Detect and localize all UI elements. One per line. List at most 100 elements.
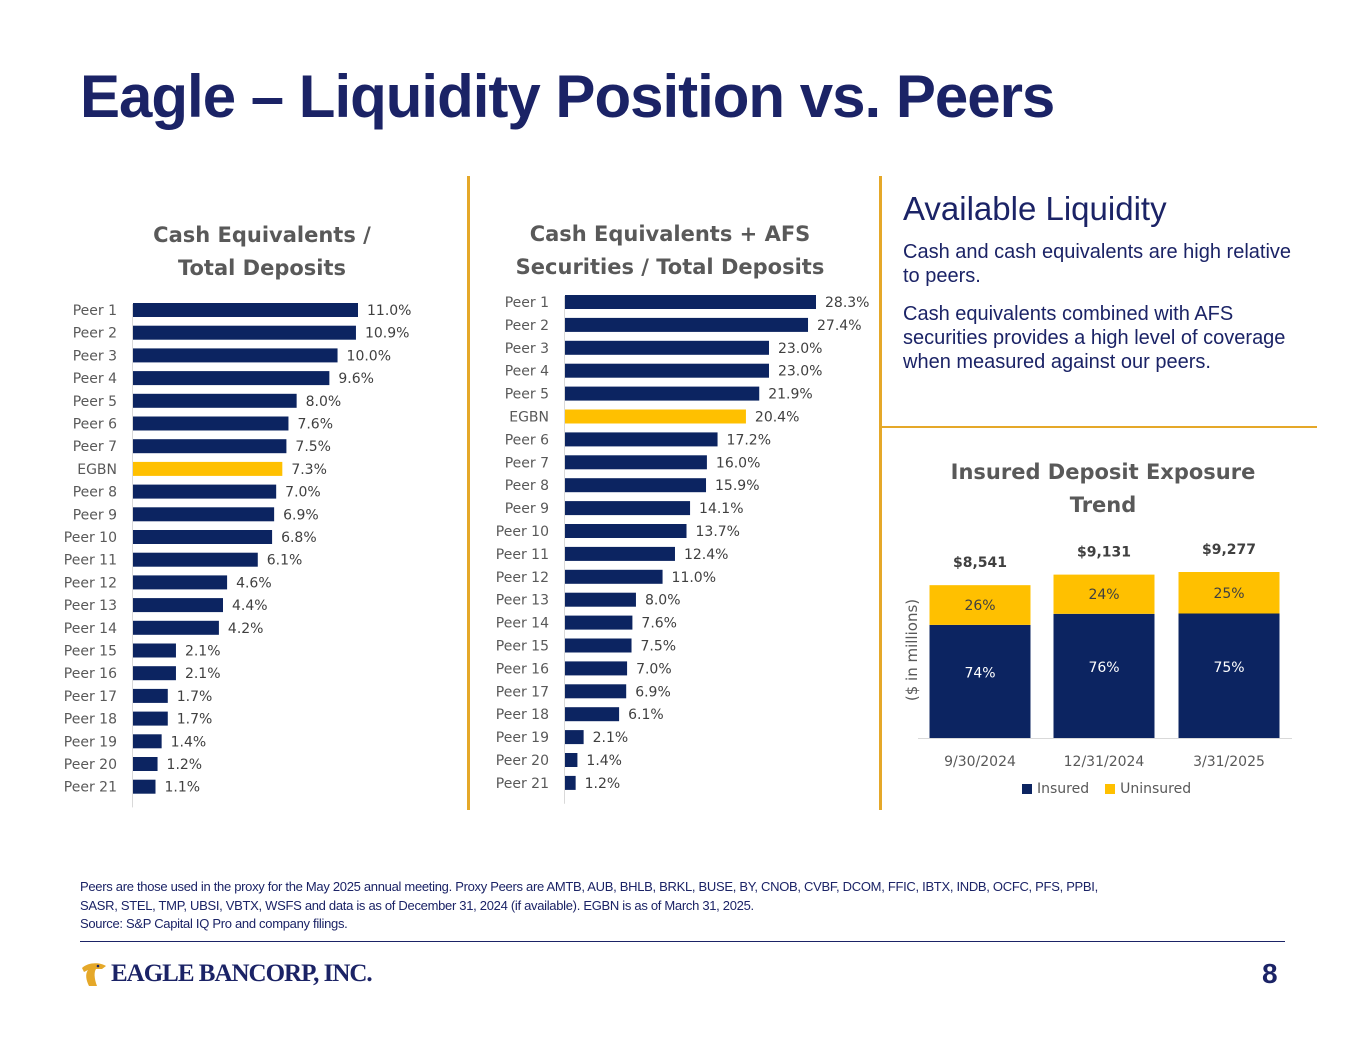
- chart2-value-label: 21.9%: [768, 387, 812, 403]
- chart2-value-label: 16.0%: [716, 455, 760, 471]
- chart3-total-label: $9,277: [1202, 542, 1256, 558]
- chart1-value-label: 6.8%: [281, 530, 317, 546]
- chart2-value-label: 1.4%: [586, 753, 622, 769]
- chart2-category-label: Peer 4: [505, 364, 549, 380]
- chart2-value-label: 20.4%: [755, 410, 799, 426]
- chart1-category-label: Peer 2: [73, 326, 117, 342]
- chart3-bar-insured: [1178, 613, 1280, 738]
- chart1-value-label: 1.2%: [167, 757, 203, 773]
- footnote-line: Peers are those used in the proxy for th…: [80, 879, 1098, 894]
- chart1-category-label: Peer 19: [64, 734, 117, 750]
- chart2-value-label: 7.0%: [636, 661, 672, 677]
- chart2-title-line: Cash Equivalents + AFS: [529, 222, 811, 246]
- footnote-line: Source: S&P Capital IQ Pro and company f…: [80, 916, 348, 931]
- chart1-bar: [133, 620, 219, 635]
- chart1-bar: [133, 575, 228, 590]
- chart3-insured-label: 76%: [1088, 660, 1119, 676]
- chart2-value-label: 2.1%: [593, 730, 629, 746]
- chart2-value-label: 11.0%: [672, 570, 716, 586]
- chart1-category-label: Peer 8: [73, 485, 117, 501]
- chart1-value-label: 2.1%: [185, 666, 221, 682]
- eagle-head-icon: [82, 963, 106, 986]
- chart1-category-label: Peer 14: [64, 621, 117, 637]
- company-logo: EAGLE BANCORP, INC.: [80, 960, 373, 988]
- chart3-title-line: Trend: [1069, 493, 1137, 517]
- chart2-category-label: Peer 19: [496, 730, 549, 746]
- chart3-title-line: Insured Deposit Exposure: [950, 460, 1256, 484]
- chart1-category-label: Peer 5: [73, 394, 117, 410]
- chart2-bar: [565, 363, 769, 378]
- chart2-bar: [565, 707, 620, 722]
- chart1-category-label: Peer 10: [64, 530, 117, 546]
- chart3-legend: Insured Uninsured: [1022, 781, 1207, 797]
- chart2-value-label: 6.9%: [635, 684, 671, 700]
- chart3-uninsured-label: 26%: [964, 598, 995, 614]
- chart2-bar: [565, 317, 809, 332]
- chart2-bar: [565, 546, 675, 561]
- legend-swatch-insured: [1022, 784, 1032, 794]
- chart2-value-label: 14.1%: [699, 501, 743, 517]
- chart3-total-label: $9,131: [1077, 545, 1131, 561]
- chart1-category-label: Peer 18: [64, 712, 117, 728]
- chart2-category-label: Peer 17: [496, 684, 549, 700]
- chart2-value-label: 6.1%: [628, 707, 664, 723]
- chart1-category-label: Peer 16: [64, 666, 117, 682]
- chart2-category-label: Peer 15: [496, 639, 549, 655]
- chart2-bar: [565, 638, 632, 653]
- chart2-category-label: Peer 18: [496, 707, 549, 723]
- page-title: Eagle – Liquidity Position vs. Peers: [80, 63, 1055, 130]
- chart1-value-label: 10.9%: [365, 326, 409, 342]
- panel-heading: Available Liquidity: [903, 190, 1167, 227]
- chart1-title-line: Total Deposits: [177, 256, 347, 280]
- chart2-bar: [565, 592, 636, 607]
- chart2-bar: [565, 684, 627, 699]
- footer-divider: [80, 941, 1285, 942]
- chart2-bar: [565, 455, 707, 470]
- chart1-category-label: Peer 7: [73, 439, 117, 455]
- chart3-bar-insured: [1053, 613, 1155, 738]
- chart2-value-label: 23.0%: [778, 364, 822, 380]
- panel-paragraph: Cash and cash equivalents are high relat…: [903, 241, 1292, 287]
- chart3-bar-uninsured: [1053, 574, 1155, 614]
- chart2-value-label: 7.6%: [641, 616, 677, 632]
- chart2-category-label: Peer 8: [505, 478, 549, 494]
- chart1-value-label: 9.6%: [338, 371, 374, 387]
- chart2-bar: [565, 478, 707, 493]
- chart2-bar: [565, 524, 687, 538]
- chart2-bar: [565, 661, 628, 676]
- chart1-bar: [133, 734, 162, 749]
- column-divider-left: [467, 176, 470, 810]
- chart1-category-label: Peer 17: [64, 689, 117, 705]
- legend-label: Uninsured: [1120, 781, 1192, 797]
- chart2-category-label: EGBN: [509, 410, 549, 426]
- logo-text: EAGLE BANCORP, INC.: [111, 960, 373, 987]
- chart2-value-label: 17.2%: [727, 432, 771, 448]
- chart3-uninsured-label: 24%: [1088, 587, 1119, 603]
- chart2-title-line: Securities / Total Deposits: [515, 255, 825, 279]
- chart1-value-label: 4.6%: [236, 575, 272, 591]
- chart1-title: Cash Equivalents / Total Deposits: [112, 219, 412, 285]
- panel-divider: [881, 426, 1317, 428]
- chart2-bar: [565, 386, 760, 401]
- chart1-category-label: EGBN: [77, 462, 117, 478]
- chart1-bar: [133, 643, 176, 658]
- chart1-value-label: 4.2%: [228, 621, 264, 637]
- chart1-bar: [133, 484, 277, 499]
- chart2-bar: [565, 730, 584, 745]
- chart1-bar: [133, 325, 356, 340]
- chart2-value-label: 28.3%: [825, 295, 869, 311]
- chart2-category-label: Peer 1: [505, 295, 549, 311]
- chart1-value-label: 7.5%: [295, 439, 331, 455]
- chart1-bar: [133, 507, 275, 522]
- chart1-bar: [133, 416, 289, 431]
- chart1-category-label: Peer 6: [73, 417, 117, 433]
- chart1-bar: [133, 666, 176, 681]
- chart2-value-label: 23.0%: [778, 341, 822, 357]
- chart2-bar: [565, 615, 633, 630]
- chart1-bar: [133, 439, 287, 454]
- legend-item-uninsured: Uninsured: [1105, 781, 1191, 797]
- chart1-bar: [133, 461, 283, 476]
- chart1-category-label: Peer 21: [64, 780, 117, 796]
- chart1-bar: [133, 711, 168, 726]
- chart2-value-label: 13.7%: [696, 524, 740, 540]
